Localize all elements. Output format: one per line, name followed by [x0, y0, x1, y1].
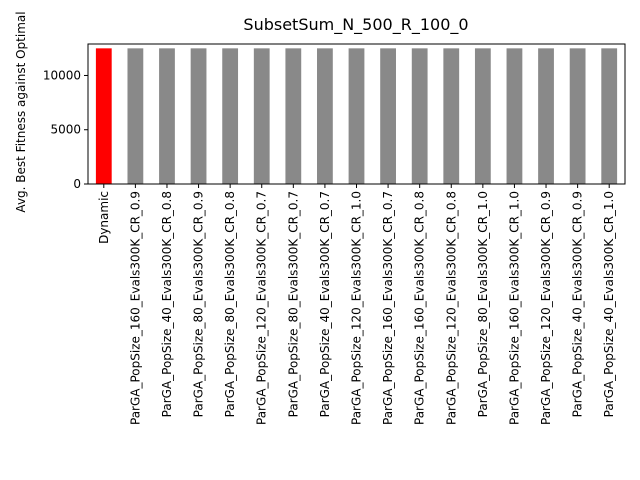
- x-tick-label: ParGA_PopSize_160_Evals300K_CR_0.7: [381, 191, 395, 425]
- bar-5: [253, 48, 270, 185]
- x-tick-label: ParGA_PopSize_160_Evals300K_CR_1.0: [507, 191, 521, 425]
- bar-13: [506, 48, 523, 185]
- y-tick-label: 5000: [50, 123, 81, 137]
- x-tick-label: ParGA_PopSize_120_Evals300K_CR_0.7: [255, 191, 269, 425]
- bar-11: [443, 48, 460, 185]
- bar-15: [569, 48, 586, 185]
- bar-4: [222, 48, 239, 185]
- x-tick-label: ParGA_PopSize_40_Evals300K_CR_1.0: [602, 191, 616, 417]
- x-tick-label: ParGA_PopSize_80_Evals300K_CR_1.0: [476, 191, 490, 417]
- x-axis: Dynamic ParGA_PopSize_160_Evals300K_CR_0.…: [97, 184, 616, 425]
- x-tick-label: ParGA_PopSize_40_Evals300K_CR_0.7: [318, 191, 332, 417]
- x-tick-label: ParGA_PopSize_160_Evals300K_CR_0.8: [413, 191, 427, 425]
- x-tick-label: ParGA_PopSize_80_Evals300K_CR_0.8: [223, 191, 237, 417]
- bar-1: [127, 48, 144, 185]
- bar-0: [95, 48, 112, 185]
- bar-6: [285, 48, 302, 185]
- x-tick-label: ParGA_PopSize_120_Evals300K_CR_0.8: [444, 191, 458, 425]
- bar-16: [601, 48, 618, 185]
- x-tick-label: ParGA_PopSize_120_Evals300K_CR_0.9: [539, 191, 553, 425]
- bar-7: [317, 48, 333, 185]
- chart-title: SubsetSum_N_500_R_100_0: [243, 15, 468, 35]
- bars-group: [95, 48, 618, 185]
- x-tick-label: ParGA_PopSize_80_Evals300K_CR_0.9: [192, 191, 206, 417]
- x-tick-label: ParGA_PopSize_40_Evals300K_CR_0.8: [160, 191, 174, 417]
- bar-10: [411, 48, 428, 185]
- x-tick-label: ParGA_PopSize_120_Evals300K_CR_1.0: [350, 191, 364, 425]
- y-axis: 0 5000 10000: [43, 68, 88, 191]
- bar-14: [538, 48, 554, 185]
- y-tick-label: 0: [73, 177, 81, 191]
- bar-2: [159, 48, 175, 185]
- x-tick-label: ParGA_PopSize_160_Evals300K_CR_0.9: [128, 191, 142, 425]
- bar-3: [190, 48, 207, 185]
- y-tick-label: 10000: [43, 68, 81, 82]
- plot-frame: [87, 43, 626, 185]
- y-axis-label: Avg. Best Fitness against Optimal: [14, 11, 28, 212]
- bar-9: [380, 48, 396, 185]
- x-tick-label: Dynamic: [97, 191, 111, 244]
- x-tick-label: ParGA_PopSize_80_Evals300K_CR_0.7: [286, 191, 300, 417]
- bar-8: [348, 48, 365, 185]
- x-tick-label: ParGA_PopSize_40_Evals300K_CR_0.9: [571, 191, 585, 417]
- bar-12: [474, 48, 491, 185]
